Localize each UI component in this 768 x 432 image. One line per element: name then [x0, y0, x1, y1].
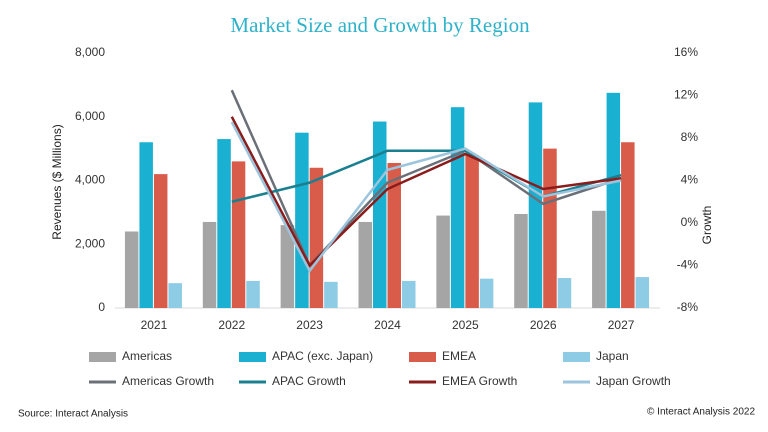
- x-tick-label: 2021: [141, 318, 168, 332]
- bar: [280, 225, 295, 308]
- legend-label: APAC Growth: [272, 374, 346, 388]
- bar: [514, 213, 528, 308]
- y2-tick-label: -4%: [677, 258, 699, 272]
- bar: [606, 92, 621, 308]
- y2-tick-label: -8%: [677, 300, 699, 314]
- bar: [246, 280, 260, 308]
- bar: [387, 162, 401, 308]
- line: [230, 89, 622, 268]
- y-axis-title: Revenues ($ Millions): [50, 124, 64, 239]
- bar: [528, 102, 543, 308]
- bar: [479, 278, 494, 308]
- x-tick-label: 2023: [296, 318, 323, 332]
- y-tick-label: 0: [98, 300, 105, 314]
- bar: [465, 155, 479, 308]
- legend-label: Americas: [122, 349, 172, 363]
- y2-tick-label: 4%: [681, 173, 699, 187]
- bar: [202, 221, 217, 308]
- x-tick-label: 2022: [218, 318, 245, 332]
- y-tick-label: 8,000: [75, 45, 105, 59]
- y2-tick-label: 12%: [674, 88, 698, 102]
- legend-label: Americas Growth: [122, 374, 214, 388]
- bar: [309, 167, 324, 308]
- legend-label: Japan Growth: [596, 374, 671, 388]
- bar: [168, 283, 182, 308]
- bar: [217, 139, 231, 308]
- bar: [324, 281, 338, 308]
- legend-swatch: [409, 352, 436, 362]
- bar: [402, 280, 416, 308]
- y2-tick-label: 0%: [681, 215, 699, 229]
- bar: [124, 231, 139, 308]
- bar: [621, 142, 635, 308]
- x-tick-label: 2027: [608, 318, 635, 332]
- legend-swatch: [89, 352, 116, 362]
- bar: [635, 277, 650, 308]
- y-tick-label: 6,000: [75, 109, 105, 123]
- copyright: © Interact Analysis 2022: [647, 407, 755, 418]
- bar: [543, 148, 557, 308]
- line: [230, 121, 622, 274]
- bar: [231, 161, 246, 308]
- y-tick-label: 4,000: [75, 173, 105, 187]
- bar: [139, 142, 153, 308]
- bar: [153, 174, 168, 308]
- x-tick-label: 2024: [374, 318, 401, 332]
- bar: [295, 132, 309, 308]
- bar: [450, 107, 465, 308]
- bar: [557, 278, 572, 308]
- bar: [358, 221, 372, 308]
- bar: [436, 215, 450, 308]
- y-tick-label: 2,000: [75, 236, 105, 250]
- bar: [373, 121, 387, 308]
- bar: [592, 210, 606, 308]
- line: [230, 116, 622, 268]
- legend-label: EMEA Growth: [442, 374, 517, 388]
- legend-label: APAC (exc. Japan): [272, 349, 373, 363]
- y2-tick-label: 8%: [681, 130, 699, 144]
- y2-tick-label: 16%: [674, 45, 698, 59]
- legend-swatch: [239, 352, 266, 362]
- legend-label: Japan: [596, 349, 629, 363]
- y2-axis-title: Growth: [700, 206, 714, 245]
- source: Source: Interact Analysis: [18, 409, 128, 420]
- legend-label: EMEA: [442, 349, 476, 363]
- chart-title: Market Size and Growth by Region: [230, 13, 530, 37]
- legend-swatch: [563, 352, 590, 362]
- x-tick-label: 2025: [452, 318, 479, 332]
- x-tick-label: 2026: [530, 318, 557, 332]
